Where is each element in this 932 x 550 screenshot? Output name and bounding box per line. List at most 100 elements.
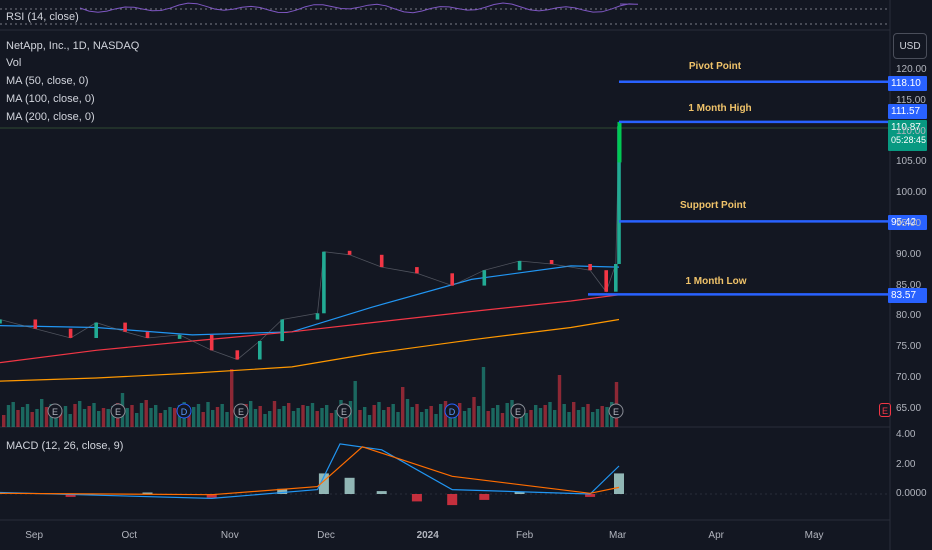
price-axis-tick: 115.00 — [896, 94, 926, 106]
volume-bar — [215, 407, 220, 427]
volume-bar — [500, 413, 505, 427]
macd-histogram-bar — [479, 494, 490, 500]
volume-bar — [25, 404, 30, 427]
volume-bar — [586, 404, 590, 427]
volume-bar — [591, 412, 595, 427]
price-candle — [33, 319, 38, 329]
price-candle — [588, 264, 592, 271]
volume-bar — [353, 381, 357, 427]
time-axis-tick: Oct — [121, 530, 138, 541]
volume-bar — [481, 367, 486, 427]
bar-countdown: 05:28:45 — [891, 135, 927, 145]
volume-bar — [125, 408, 129, 427]
volume-bar — [230, 369, 234, 427]
macd-histogram-bar — [65, 494, 76, 497]
time-axis-tick: 2024 — [416, 530, 439, 541]
macd-histogram-bar — [277, 488, 288, 494]
volume-bar — [40, 399, 44, 427]
volume-bar — [44, 407, 49, 427]
volume-bar — [163, 410, 167, 427]
volume-bar — [472, 397, 476, 427]
volume-bar — [220, 404, 224, 427]
macd-pane — [0, 443, 624, 506]
volume-bar — [415, 404, 419, 427]
volume-bar — [301, 405, 305, 427]
price-candle — [322, 251, 326, 314]
macd-histogram-bar — [142, 492, 153, 494]
pivot-price-tag: 118.10 — [888, 76, 927, 91]
volume-bar — [101, 408, 106, 427]
symbol-title[interactable]: NetApp, Inc., 1D, NASDAQ — [6, 40, 140, 52]
volume-bar — [272, 401, 277, 427]
price-candle — [604, 270, 608, 292]
volume-bar — [367, 415, 372, 427]
volume-bar — [486, 411, 490, 427]
volume-bar — [92, 403, 96, 427]
volume-bar — [358, 410, 362, 427]
price-candle — [379, 254, 384, 268]
grid — [0, 0, 891, 550]
earnings-marker-icon — [47, 403, 63, 419]
ma100-label[interactable]: MA (100, close, 0) — [6, 93, 95, 105]
volume-bar — [553, 410, 557, 427]
volume-bar — [320, 408, 324, 427]
volume-bar — [424, 409, 429, 427]
volume-bar — [21, 407, 25, 427]
earnings-marker-label: E — [341, 407, 347, 417]
volume-bar — [329, 413, 334, 427]
earnings-marker-icon — [233, 403, 249, 419]
volume-label[interactable]: Vol — [6, 57, 22, 69]
price-axis-tick: 120.00 — [896, 64, 927, 75]
volume-bar — [420, 412, 424, 427]
earnings-marker-icon — [336, 403, 352, 419]
volume-bar — [196, 404, 201, 427]
volume-bar — [82, 409, 87, 427]
earnings-scale-marker-icon[interactable]: E — [879, 403, 891, 417]
volume-bar — [363, 407, 367, 427]
month-low-price-tag: 83.57 — [888, 288, 927, 303]
price-candle — [68, 328, 73, 338]
volume-bar — [377, 402, 381, 427]
price-candle — [614, 264, 618, 292]
time-axis-tick: Feb — [515, 530, 534, 541]
price-candle — [415, 267, 419, 274]
earnings-marker-label: E — [515, 407, 521, 417]
time-axis-tick: May — [804, 530, 824, 541]
volume-bar — [97, 411, 101, 427]
volume-bar — [605, 407, 609, 427]
volume-bar — [73, 404, 77, 427]
rsi-label[interactable]: RSI (14, close) — [6, 11, 79, 23]
volume-bar — [277, 409, 281, 427]
earnings-marker-label: E — [52, 407, 58, 417]
dividend-marker-icon — [444, 403, 460, 419]
month-low-label: 1 Month Low — [685, 276, 747, 287]
volume-bar — [158, 413, 163, 427]
last-candle — [617, 121, 622, 163]
last-price-tag: 110.87 05:28:45 — [888, 120, 927, 151]
price-candle — [617, 126, 621, 264]
ma200-label[interactable]: MA (200, close, 0) — [6, 111, 95, 123]
volume-bar — [567, 412, 571, 427]
macd-histogram-bar — [206, 494, 217, 498]
currency-button[interactable]: USD — [893, 33, 927, 59]
volume-bar — [59, 409, 63, 427]
price-candle — [517, 261, 522, 271]
volume-bar — [572, 402, 576, 427]
volume-bar — [249, 401, 253, 427]
ma50-label[interactable]: MA (50, close, 0) — [6, 75, 89, 87]
volume-bar — [16, 410, 20, 427]
volume-bar — [282, 406, 286, 427]
price-axis-tick: 70.00 — [896, 372, 922, 383]
volume-bars — [2, 367, 619, 427]
volume-bar — [562, 404, 566, 427]
volume-bar — [154, 405, 158, 427]
time-axis-tick: Apr — [708, 530, 724, 541]
volume-bar — [287, 403, 291, 427]
volume-bar — [149, 408, 153, 427]
volume-bar — [63, 406, 68, 427]
month-high-label: 1 Month High — [688, 103, 752, 114]
dividend-marker-label: D — [181, 407, 188, 417]
macd-label[interactable]: MACD (12, 26, close, 9) — [6, 440, 124, 452]
